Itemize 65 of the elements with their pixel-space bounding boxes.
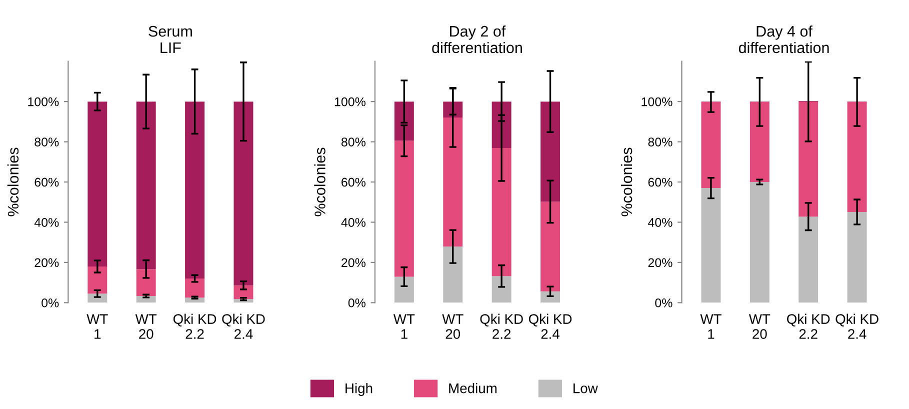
y-tick-label: 0% bbox=[655, 298, 672, 308]
y-tick-label: 60% bbox=[648, 178, 672, 187]
bar bbox=[88, 102, 108, 266]
bar bbox=[540, 202, 560, 292]
y-axis-title: %colonies bbox=[7, 148, 19, 216]
y-tick-label: 80% bbox=[648, 138, 672, 146]
bar bbox=[443, 117, 463, 247]
y-tick-label: 100% bbox=[28, 97, 59, 106]
y-tick-label: 20% bbox=[34, 258, 59, 268]
x-tick-label: Qki KD 2.2 bbox=[787, 314, 830, 339]
y-tick-label: 0% bbox=[42, 298, 59, 308]
y-tick-label: 100% bbox=[334, 97, 366, 106]
x-tick-label: WT 20 bbox=[135, 314, 157, 339]
chart-title: Day 4 of differentiation bbox=[738, 26, 829, 54]
y-tick-label: 100% bbox=[642, 97, 672, 106]
y-tick-label: 0% bbox=[348, 298, 366, 308]
legend-label: Low bbox=[574, 384, 598, 394]
bar bbox=[750, 182, 770, 303]
chart-title: Serum LIF bbox=[148, 26, 192, 54]
bar bbox=[847, 212, 867, 303]
legend-label: High bbox=[346, 383, 372, 396]
y-tick-label: 20% bbox=[648, 258, 672, 268]
bar bbox=[394, 276, 414, 303]
bar bbox=[750, 102, 770, 182]
bar bbox=[701, 188, 721, 303]
bar bbox=[136, 102, 156, 270]
x-tick-label: WT 1 bbox=[86, 314, 108, 339]
bar bbox=[540, 291, 560, 303]
x-tick-label: Qki KD 2.2 bbox=[480, 314, 523, 339]
bar bbox=[847, 102, 867, 212]
bar bbox=[185, 102, 205, 279]
bar bbox=[88, 266, 108, 294]
x-tick-label: WT 20 bbox=[748, 314, 770, 339]
chart-title: Day 2 of differentiation bbox=[432, 26, 522, 54]
x-tick-label: Qki KD 2.2 bbox=[173, 314, 216, 339]
x-tick-label: Qki KD 2.4 bbox=[836, 314, 878, 339]
y-tick-label: 80% bbox=[34, 138, 59, 146]
legend-label: Medium bbox=[449, 383, 496, 394]
y-tick-label: 40% bbox=[34, 218, 59, 227]
x-tick-label: WT 20 bbox=[442, 314, 464, 339]
bar bbox=[136, 269, 156, 296]
bar bbox=[443, 246, 463, 303]
y-tick-label: 80% bbox=[341, 138, 366, 146]
bar bbox=[798, 102, 818, 217]
x-tick-label: Qki KD 2.4 bbox=[222, 314, 265, 339]
y-tick-label: 60% bbox=[342, 178, 366, 187]
bar bbox=[492, 148, 512, 276]
bar bbox=[88, 294, 108, 303]
y-tick-label: 40% bbox=[648, 218, 672, 227]
bar bbox=[394, 140, 414, 277]
y-tick-label: 60% bbox=[34, 178, 59, 187]
x-tick-label: WT 1 bbox=[700, 314, 722, 339]
bar bbox=[701, 102, 721, 188]
bar bbox=[798, 216, 818, 303]
bar bbox=[185, 278, 205, 298]
y-tick-label: 20% bbox=[342, 258, 366, 268]
bar bbox=[492, 276, 512, 303]
y-axis-title: %colonies bbox=[620, 148, 632, 216]
x-tick-label: Qki KD 2.4 bbox=[528, 314, 572, 339]
bar bbox=[540, 102, 560, 202]
bar bbox=[234, 102, 254, 286]
x-tick-label: WT 1 bbox=[393, 314, 415, 339]
bar bbox=[394, 102, 414, 141]
y-tick-label: 40% bbox=[341, 218, 366, 227]
y-axis-title: %colonies bbox=[314, 148, 326, 216]
